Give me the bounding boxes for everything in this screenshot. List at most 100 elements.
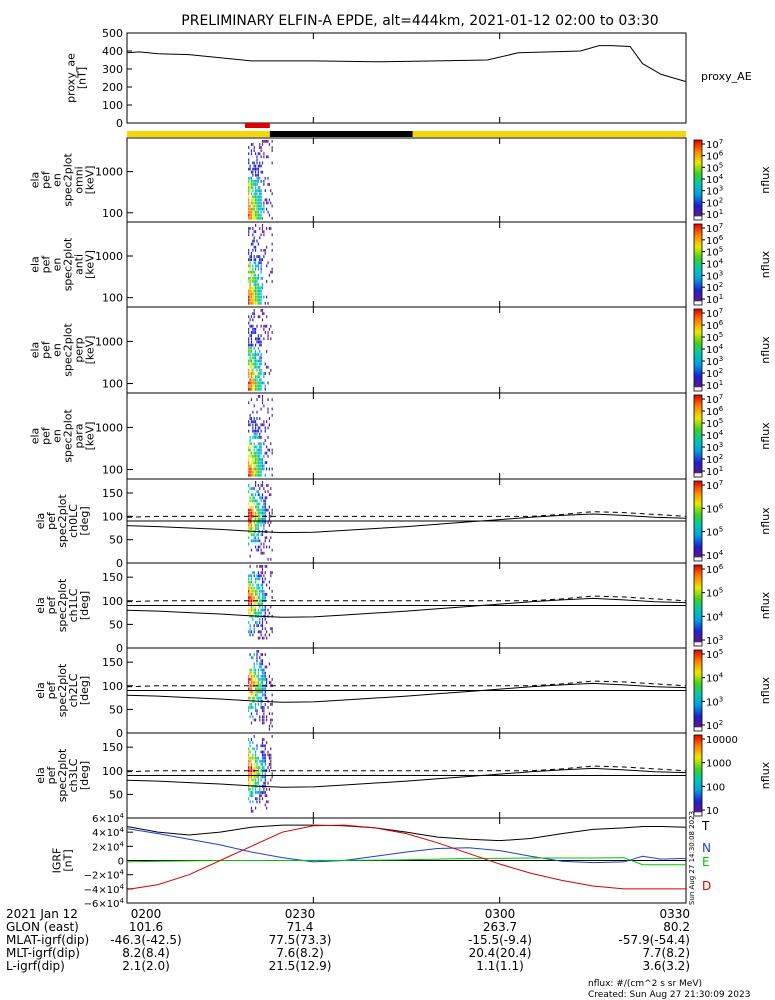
spectrogram-cell (255, 709, 257, 712)
spectrogram-cell (260, 210, 262, 214)
spectrogram-cell (261, 624, 264, 627)
spectrogram-cell (248, 766, 250, 769)
colorbar-spec_anti-ticklabel: 105 (706, 246, 723, 259)
spectrogram-cell (260, 372, 262, 375)
spectrogram-cell (250, 756, 253, 760)
spectrogram-cell (257, 690, 259, 694)
spectrogram-cell (266, 155, 268, 159)
spectrogram-cell (264, 252, 266, 255)
loss-cone-line (126, 682, 687, 703)
spectrogram-cell (259, 605, 261, 609)
spectrogram-cell (249, 381, 251, 385)
spectrogram-cell (255, 183, 257, 186)
spectrogram-cell (249, 292, 251, 296)
spectrogram-cell (268, 539, 270, 543)
spectrogram-cell (259, 772, 261, 776)
spectrogram-cell (249, 527, 251, 530)
xaxis-cell: 0300 (485, 907, 516, 921)
spectrogram-cell (271, 192, 273, 196)
spectrogram-cell (257, 426, 259, 430)
spectrogram-cell (260, 769, 262, 773)
spectrogram-cell (260, 207, 262, 211)
spectrogram-cell (260, 356, 262, 360)
spectrogram-ylabel-spec_para-line: para (72, 424, 85, 449)
spectrogram-cell (268, 423, 270, 427)
spectrogram-cell (260, 583, 262, 587)
spectrogram-cell (253, 327, 255, 331)
spectrogram-cell (259, 586, 261, 590)
spectrogram-cell (268, 753, 270, 757)
spectrogram-cell (255, 461, 257, 465)
spectrogram-cell (252, 276, 254, 280)
spectrogram-cell (253, 261, 255, 265)
spectrogram-cell (256, 436, 258, 439)
spectrogram-cell (257, 668, 259, 672)
spectrogram-cell (268, 514, 270, 518)
spectrogram-cell (253, 445, 255, 449)
spectrogram-cell (248, 327, 250, 331)
spectrogram-yticklabel: 100 (102, 207, 123, 220)
igrf-legend-E: E (702, 855, 710, 869)
spectrogram-cell (253, 464, 255, 468)
spectrogram-cell (252, 487, 254, 490)
spectrogram-cell (268, 769, 270, 773)
spectrogram-cell (259, 611, 261, 615)
spectrogram-cell (248, 375, 250, 379)
spectrogram-cell (261, 690, 264, 694)
spectrogram-cell (249, 684, 251, 688)
spectrogram-cell (250, 521, 253, 524)
spectrogram-cell (248, 678, 250, 681)
spectrogram-cell (257, 571, 259, 575)
spectrogram-cell (256, 696, 258, 700)
spectrogram-cell (259, 791, 261, 794)
spectrogram-cell (260, 684, 262, 688)
spectrogram-cell (250, 493, 253, 497)
spectrogram-cell (259, 690, 261, 694)
spectrogram-cell (257, 511, 259, 515)
spectrogram-cell (268, 372, 270, 375)
spectrogram-cell (255, 577, 257, 581)
proxy-ae-yticklabel: 200 (102, 81, 123, 94)
spectrogram-cell (252, 207, 254, 211)
spectrogram-cell (248, 192, 250, 196)
spectrogram-cell (252, 527, 254, 530)
colorbar-spec_para-ticklabel: 103 (706, 441, 723, 454)
spectrogram-cell (260, 298, 262, 302)
spectrogram-cell (250, 517, 253, 521)
spectrogram-cell (256, 674, 258, 678)
spectrogram-cell (260, 763, 262, 766)
spectrogram-cell (261, 621, 264, 624)
spectrogram-cell (260, 276, 262, 280)
spectrogram-cell (256, 213, 258, 217)
spectrogram-cell (264, 690, 266, 694)
spectrogram-cell (249, 696, 251, 700)
spectrogram-cell (263, 766, 265, 769)
spectrogram-cell (253, 359, 255, 363)
spectrogram-cell (271, 267, 273, 271)
spectrogram-cell (248, 709, 250, 712)
spectrogram-cell (271, 242, 273, 246)
spectrogram-cell (253, 192, 255, 196)
colorbar-spec_para-ticklabel: 107 (706, 393, 723, 406)
proxy-ae-line (126, 45, 687, 83)
spectrogram-cell (260, 791, 262, 794)
spectrogram-cell (256, 365, 258, 369)
spectrogram-cell (263, 545, 265, 549)
spectrogram-cell (252, 295, 254, 299)
spectrogram-cell (256, 464, 258, 468)
spectrogram-cell (259, 395, 261, 398)
spectrogram-cell (263, 721, 265, 725)
spectrogram-cell (257, 756, 259, 760)
spectrogram-cell (248, 372, 250, 375)
spectrogram-cell (264, 794, 266, 797)
spectrogram-cell (257, 292, 259, 296)
spectrogram-cell (257, 536, 259, 540)
orbit-segment-bar (269, 131, 413, 137)
spectrogram-cell (250, 514, 253, 518)
spectrogram-cell (256, 387, 258, 391)
spectrogram-cell (255, 524, 257, 527)
spectrogram-cell (253, 630, 255, 634)
spectrogram-cell (253, 668, 255, 672)
colorbar-spec_ch1-label: nflux (759, 591, 772, 619)
spectrogram-cell (257, 527, 259, 530)
